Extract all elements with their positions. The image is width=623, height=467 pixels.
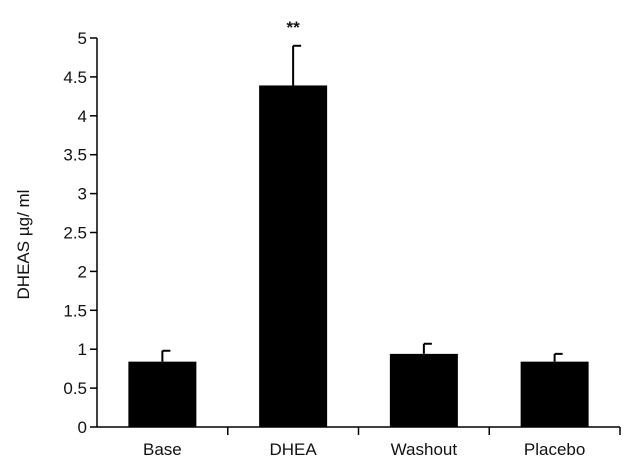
y-tick-label: 5 xyxy=(78,29,87,48)
significance-annotation: ** xyxy=(287,18,301,37)
y-tick-label: 1 xyxy=(78,340,87,359)
y-tick-label: 3.5 xyxy=(63,146,87,165)
annotations: ** xyxy=(287,18,301,37)
bar-base xyxy=(128,361,197,427)
x-tick-label-dhea: DHEA xyxy=(270,440,318,459)
bar-placebo xyxy=(520,361,589,427)
y-tick-label: 2.5 xyxy=(63,224,87,243)
y-tick-label: 4 xyxy=(78,107,87,126)
x-ticks: Base DHEA Washout Placebo xyxy=(143,427,621,459)
x-tick-label-washout: Washout xyxy=(391,440,458,459)
y-tick-label: 0.5 xyxy=(63,379,87,398)
error-bars xyxy=(161,44,563,362)
x-tick-label-base: Base xyxy=(143,440,182,459)
y-tick-label: 0 xyxy=(78,418,87,437)
bar-dhea xyxy=(259,85,328,427)
y-ticks: 0 0.5 1 1.5 2 2.5 3 3.5 4 4.5 5 xyxy=(63,29,97,437)
y-tick-label: 4.5 xyxy=(63,68,87,87)
y-tick-label: 3 xyxy=(78,185,87,204)
y-tick-label: 1.5 xyxy=(63,301,87,320)
x-tick-label-placebo: Placebo xyxy=(524,440,585,459)
y-tick-label: 2 xyxy=(78,262,87,281)
bar-washout xyxy=(389,353,458,427)
bars xyxy=(128,85,589,427)
y-axis-label: DHEAS µg/ ml xyxy=(14,190,33,300)
